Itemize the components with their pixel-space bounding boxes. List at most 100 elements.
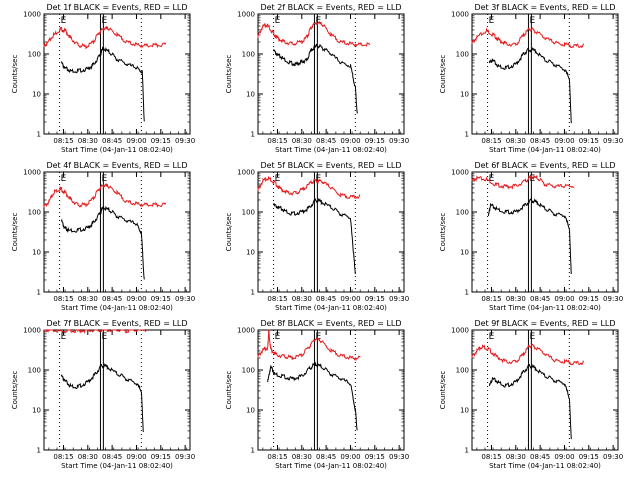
x-tick-label: 08:45 — [102, 453, 122, 461]
plot-frame — [471, 171, 619, 293]
detector-panel-6: Det 6f BLACK = Events, RED = LLD 1 10 100 10… — [439, 161, 623, 312]
y-tick-label: 10 — [32, 407, 41, 415]
y-tick-label: 100 — [28, 51, 41, 59]
plot-title: Det 2f BLACK = Events, RED = LLD — [260, 3, 401, 12]
lld-series-line — [44, 329, 147, 334]
y-tick-label: 100 — [456, 209, 469, 217]
x-tick-label: 08:30 — [78, 453, 98, 461]
y-tick-label: 1000 — [23, 327, 41, 335]
x-axis-label: Start Time (04-Jan-11 08:02:40) — [61, 462, 173, 470]
x-tick-label: 09:30 — [603, 295, 623, 303]
y-axis-label: Counts/sec — [11, 371, 19, 410]
event-marker-label: E — [275, 174, 281, 184]
detector-panel-7: Det 7f BLACK = Events, RED = LLD 1 10 100 10… — [11, 319, 195, 470]
x-tick-label: 09:00 — [340, 137, 360, 145]
y-tick-label: 1 — [251, 131, 255, 139]
x-axis-label: Start Time (04-Jan-11 08:02:40) — [61, 304, 173, 312]
plot-title: Det 4f BLACK = Events, RED = LLD — [46, 161, 187, 170]
y-tick-label: 10 — [246, 407, 255, 415]
x-tick-label: 09:00 — [340, 295, 360, 303]
y-tick-label: 100 — [242, 209, 255, 217]
x-tick-label: 09:00 — [126, 453, 146, 461]
plot-title: Det 7f BLACK = Events, RED = LLD — [46, 319, 187, 328]
y-tick-label: 1 — [37, 131, 41, 139]
x-axis-label: Start Time (04-Jan-11 08:02:40) — [489, 304, 601, 312]
plot-frame — [257, 329, 405, 451]
event-marker-label: E — [61, 174, 67, 184]
x-tick-label: 09:30 — [603, 453, 623, 461]
x-tick-label: 09:30 — [389, 137, 409, 145]
y-tick-label: 1000 — [451, 11, 469, 19]
x-tick-label: 08:45 — [530, 295, 550, 303]
y-tick-label: 1 — [465, 131, 469, 139]
x-tick-label: 09:15 — [151, 295, 171, 303]
lld-series-line — [43, 25, 167, 49]
y-tick-label: 1000 — [237, 11, 255, 19]
plot-title: Det 8f BLACK = Events, RED = LLD — [260, 319, 401, 328]
event-marker-label: E — [101, 332, 107, 342]
detector-panel-8: Det 8f BLACK = Events, RED = LLD 1 10 100 10… — [225, 319, 409, 470]
y-axis-label: Counts/sec — [11, 213, 19, 252]
x-tick-label: 09:15 — [365, 295, 385, 303]
x-tick-label: 08:15 — [481, 137, 501, 145]
y-tick-label: 1 — [37, 447, 41, 455]
event-marker-label: E — [61, 332, 67, 342]
y-tick-label: 1000 — [23, 11, 41, 19]
events-series-line — [273, 42, 358, 114]
y-tick-label: 1000 — [451, 169, 469, 177]
x-axis-label: Start Time (04-Jan-11 08:02:40) — [275, 462, 387, 470]
y-tick-label: 1000 — [23, 169, 41, 177]
x-tick-label: 09:00 — [554, 295, 574, 303]
events-series-line — [61, 362, 144, 433]
lld-series-line — [257, 329, 361, 362]
x-tick-label: 08:30 — [78, 137, 98, 145]
x-tick-label: 09:00 — [126, 137, 146, 145]
lld-series-line — [257, 21, 371, 48]
y-axis-label: Counts/sec — [11, 55, 19, 94]
event-marker-label: E — [489, 332, 495, 342]
plot-title: Det 5f BLACK = Events, RED = LLD — [260, 161, 401, 170]
x-tick-label: 09:00 — [554, 453, 574, 461]
x-tick-label: 09:30 — [389, 453, 409, 461]
x-tick-label: 09:30 — [389, 295, 409, 303]
x-tick-label: 09:00 — [554, 137, 574, 145]
y-tick-label: 1000 — [451, 327, 469, 335]
event-marker-label: E — [275, 16, 281, 26]
y-tick-label: 10 — [460, 91, 469, 99]
plot-title: Det 1f BLACK = Events, RED = LLD — [46, 3, 187, 12]
y-axis-label: Counts/sec — [439, 55, 447, 94]
x-tick-label: 08:15 — [481, 453, 501, 461]
x-tick-label: 08:45 — [316, 137, 336, 145]
x-axis-label: Start Time (04-Jan-11 08:02:40) — [61, 146, 173, 154]
event-marker-label: E — [489, 174, 495, 184]
lld-series-line — [471, 174, 575, 190]
events-series-line — [61, 46, 145, 122]
x-tick-label: 09:15 — [151, 453, 171, 461]
x-tick-label: 08:15 — [53, 453, 73, 461]
x-tick-label: 08:30 — [506, 137, 526, 145]
y-axis-label: Counts/sec — [225, 55, 233, 94]
x-tick-label: 09:15 — [579, 295, 599, 303]
x-tick-label: 08:45 — [316, 295, 336, 303]
event-marker-label: E — [529, 16, 535, 26]
x-tick-label: 08:30 — [292, 137, 312, 145]
x-axis-label: Start Time (04-Jan-11 08:02:40) — [275, 146, 387, 154]
x-tick-label: 09:30 — [175, 137, 195, 145]
detector-panel-1: Det 1f BLACK = Events, RED = LLD 1 10 100 10… — [11, 3, 195, 154]
x-tick-label: 08:45 — [530, 453, 550, 461]
plot-frame — [43, 329, 191, 451]
y-tick-label: 10 — [32, 249, 41, 257]
plot-frame — [471, 13, 619, 135]
x-tick-label: 09:15 — [365, 453, 385, 461]
plot-frame — [43, 171, 191, 293]
event-marker-label: E — [101, 16, 107, 26]
plot-frame — [471, 329, 619, 451]
x-tick-label: 09:15 — [579, 137, 599, 145]
y-axis-label: Counts/sec — [439, 371, 447, 410]
x-tick-label: 08:15 — [267, 137, 287, 145]
x-axis-label: Start Time (04-Jan-11 08:02:40) — [489, 146, 601, 154]
detector-panel-5: Det 5f BLACK = Events, RED = LLD 1 10 100 10… — [225, 161, 409, 312]
x-tick-label: 09:30 — [603, 137, 623, 145]
event-marker-label: E — [101, 174, 107, 184]
